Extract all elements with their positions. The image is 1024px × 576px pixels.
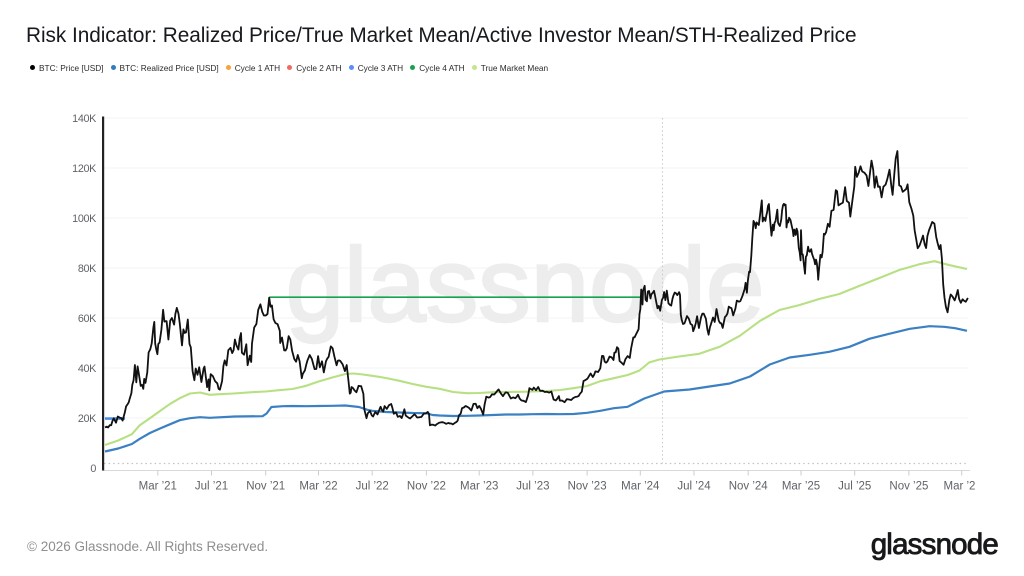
svg-text:20K: 20K (78, 413, 97, 425)
svg-text:Jul ’22: Jul ’22 (356, 481, 389, 493)
svg-text:Jul ’21: Jul ’21 (195, 481, 228, 493)
svg-text:Nov ’21: Nov ’21 (246, 481, 285, 493)
svg-text:Nov ’24: Nov ’24 (729, 481, 769, 493)
svg-text:Jul ’23: Jul ’23 (516, 481, 549, 493)
svg-text:40K: 40K (78, 363, 97, 375)
svg-text:140K: 140K (72, 113, 97, 125)
svg-text:Mar ’23: Mar ’23 (460, 481, 498, 493)
svg-text:60K: 60K (78, 313, 97, 325)
svg-text:Nov ’23: Nov ’23 (568, 481, 607, 493)
svg-text:glassnode: glassnode (286, 227, 765, 344)
svg-text:Mar ’25: Mar ’25 (782, 481, 820, 493)
svg-text:Nov ’25: Nov ’25 (889, 481, 928, 493)
svg-text:Mar ’2: Mar ’2 (944, 481, 976, 493)
svg-text:Jul ’24: Jul ’24 (677, 481, 711, 493)
svg-text:120K: 120K (72, 163, 97, 175)
svg-text:100K: 100K (72, 213, 97, 225)
svg-text:Nov ’22: Nov ’22 (407, 481, 446, 493)
svg-text:80K: 80K (78, 263, 97, 275)
svg-text:Mar ’24: Mar ’24 (621, 481, 660, 493)
svg-text:Mar ’21: Mar ’21 (139, 481, 177, 493)
svg-text:Jul ’25: Jul ’25 (838, 481, 871, 493)
svg-text:Mar ’22: Mar ’22 (299, 481, 337, 493)
svg-text:0: 0 (90, 463, 96, 475)
